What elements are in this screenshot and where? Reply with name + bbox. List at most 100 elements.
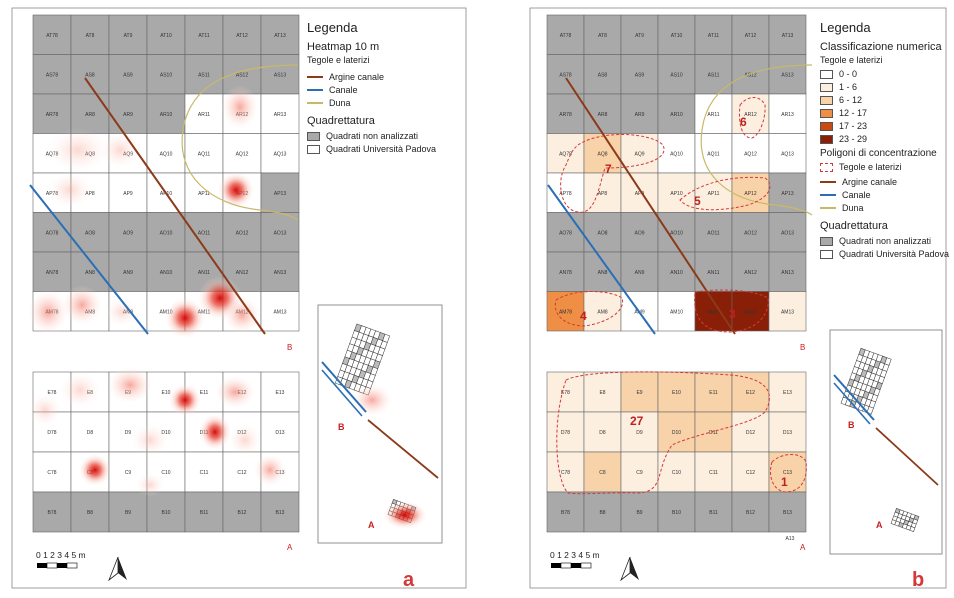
grid-cell-label: D11	[709, 430, 718, 436]
grid-cell	[731, 491, 770, 533]
line-swatch	[820, 181, 836, 183]
legend-box-item: 6 - 12	[820, 94, 950, 106]
color-swatch	[820, 121, 833, 131]
grid-cell	[583, 411, 622, 453]
grid-cell	[694, 291, 733, 332]
grid-cell-label: AQ11	[707, 151, 720, 157]
grid-cell	[260, 291, 300, 332]
grid-cell	[657, 54, 696, 95]
grid-cell-label: AQ12	[236, 151, 249, 157]
grid-cell-label: AN8	[598, 270, 608, 276]
duna-line	[181, 64, 299, 221]
overview-inset-a: B A	[317, 304, 443, 544]
line-swatch	[820, 194, 836, 196]
heatmap-a	[29, 367, 286, 497]
grid-cell-label: B10	[162, 510, 171, 516]
grid-cell-label: B11	[200, 510, 209, 516]
grid-cell	[768, 93, 807, 134]
grid-cell-label: AN9	[123, 270, 133, 276]
legend-subtitle: Heatmap 10 m	[307, 41, 380, 53]
inset-grid	[840, 347, 892, 415]
grid-cell-label: AR13	[274, 112, 287, 118]
heat-spot	[108, 367, 152, 403]
grid-cell-label: AP8	[598, 191, 608, 197]
map-lines-b-classified	[547, 64, 813, 335]
color-swatch	[820, 249, 833, 259]
legend-line-item: Duna	[820, 202, 950, 214]
polygon-label-3: 3	[729, 307, 736, 321]
grid-cell	[260, 411, 300, 453]
grid-cell	[657, 291, 696, 332]
grid-cell	[768, 14, 807, 55]
legend-poly-title: Poligoni di concentrazione	[820, 148, 937, 159]
legend-box-item: Quadrati non analizzati	[820, 235, 950, 247]
color-swatch	[307, 131, 320, 141]
grid-cell	[184, 491, 224, 533]
grid-cell	[260, 172, 300, 213]
grid-cell	[32, 93, 72, 134]
grid-cell-label: D10	[672, 430, 681, 436]
grid-cell-label: C8	[599, 470, 606, 476]
grid-cell	[260, 14, 300, 55]
color-swatch	[820, 69, 833, 79]
inset-label-b: B	[338, 422, 345, 432]
grid-cell-label: AN10	[160, 270, 173, 276]
grid-cell-label: AO13	[781, 230, 794, 236]
grid-cell	[260, 251, 300, 292]
grid-cell-label: AP9	[635, 191, 645, 197]
heat-spot	[229, 424, 261, 456]
grid-cell	[108, 54, 148, 95]
grid-cell	[657, 491, 696, 533]
grid-cell-label: AS78	[46, 72, 58, 78]
scale-bar-a: 0 1 2 3 4 5 m	[36, 550, 86, 569]
legend-label: 17 - 23	[839, 121, 868, 131]
grid-cell-label: AQ9	[634, 151, 644, 157]
grid-cell-label: B8	[87, 510, 93, 516]
canale-line	[321, 369, 363, 417]
legend-box-item: Quadrati non analizzati	[307, 130, 457, 142]
grid-cell-label: D13	[275, 430, 284, 436]
grid-cell	[620, 54, 659, 95]
polygon-6	[739, 97, 766, 139]
grid-b-classified: AT78 AT8 AT9 AT10 AT11 AT12 AT13 AS78 AS8 AS9 AS10…	[546, 14, 807, 332]
grid-cell	[108, 251, 148, 292]
grid-cell	[657, 133, 696, 174]
grid-cell-label: AS13	[781, 72, 793, 78]
grid-cell	[146, 93, 186, 134]
area-label-a: A	[287, 543, 293, 552]
poly-swatch	[820, 162, 833, 172]
legend-label: Duna	[329, 98, 351, 108]
legend-title: Legenda	[820, 20, 871, 35]
legend-label: Duna	[842, 203, 864, 213]
grid-cell	[546, 491, 585, 533]
grid-cell	[620, 172, 659, 213]
map-lines-b	[29, 64, 299, 335]
grid-cell	[768, 291, 807, 332]
grid-cell-label: AT10	[160, 33, 172, 39]
grid-cell-label: C78	[47, 470, 56, 476]
color-swatch	[820, 82, 833, 92]
grid-cell-label: B12	[238, 510, 247, 516]
grid-cell-label: AN12	[236, 270, 249, 276]
legend-lines: Argine canale Canale Duna	[820, 176, 950, 214]
grid-cell-label: C9	[125, 470, 132, 476]
heat-spot	[165, 298, 205, 338]
grid-cell	[108, 212, 148, 253]
argine-canale-line	[875, 427, 939, 486]
heat-spot	[29, 394, 61, 426]
legend-label: 0 - 0	[839, 69, 858, 79]
heat-spot	[79, 454, 111, 486]
grid-cell-label: AP10	[670, 191, 682, 197]
grid-cell-label: C9	[636, 470, 643, 476]
grid-cell-label: AT78	[560, 33, 572, 39]
polygon-1	[770, 454, 807, 493]
legend-grid-title: Quadrettatura	[307, 115, 375, 127]
grid-cell	[657, 93, 696, 134]
grid-cell-label: AO12	[236, 230, 249, 236]
legend-lines: Argine canale Canale Duna	[307, 71, 457, 109]
inset-grid	[890, 508, 920, 532]
color-swatch	[820, 108, 833, 118]
grid-cell-label: E13	[783, 390, 792, 396]
grid-cell	[260, 93, 300, 134]
line-swatch	[820, 207, 836, 209]
